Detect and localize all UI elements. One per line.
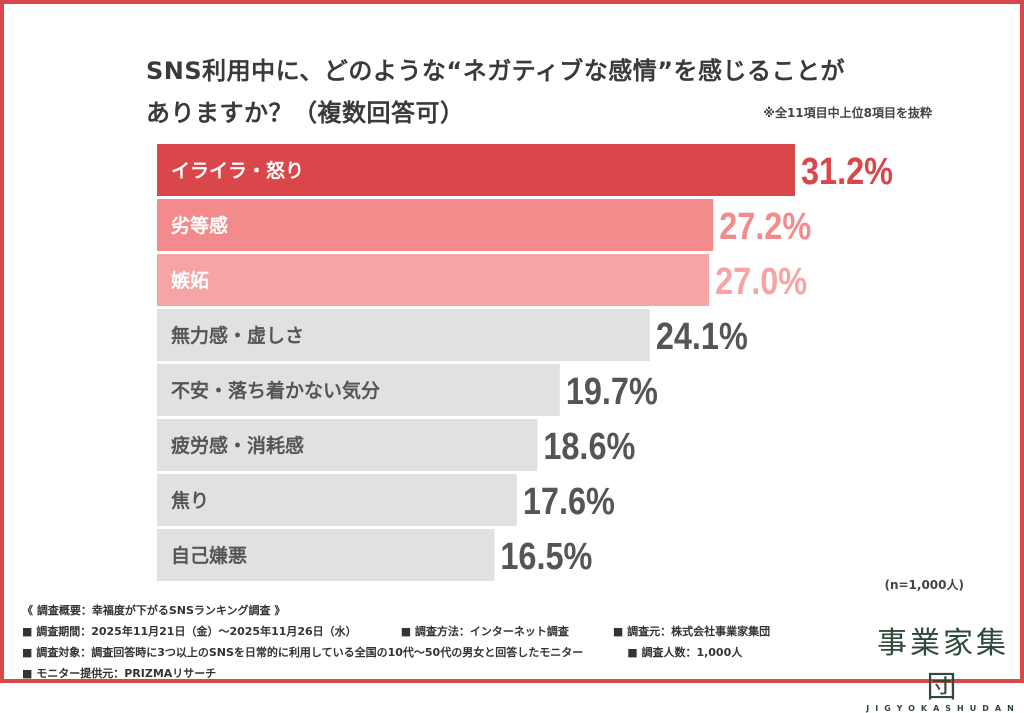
- category-label: 自己嫌悪: [171, 544, 247, 567]
- category-label: 無力感・虚しさ: [171, 324, 304, 347]
- category-label: 不安・落ち着かない気分: [171, 379, 380, 402]
- title-line-2: ありますか？（複数回答可）: [146, 99, 465, 127]
- bar-chart: イライラ・怒り 31.2% 劣等感 27.2% 嫉妬 27.0% 無力感・虚しさ 24.1% 不…: [157, 144, 893, 581]
- bar: [157, 309, 650, 361]
- title-line-1: SNS利用中に、どのような“ネガティブな感情”を感じることが: [146, 57, 846, 85]
- company-logo: 事業家集団 JIGYOKASHUDAN: [862, 618, 1024, 713]
- value-label: 19.7%: [566, 371, 658, 413]
- survey-target: ■ 調査対象：調査回答時に3つ以上のSNSを日常的に利用している全国の10代～5…: [22, 646, 584, 659]
- survey-heading: 《 調査概要：幸福度が下がるSNSランキング調査 》: [22, 604, 286, 617]
- category-label: 嫉妬: [171, 269, 209, 292]
- survey-method: ■ 調査方法：インターネット調査: [400, 625, 569, 638]
- logo-kanji: 事業家集団: [877, 626, 1009, 705]
- bar: [157, 474, 517, 526]
- bar: [157, 529, 495, 581]
- value-label: 27.2%: [719, 206, 811, 248]
- chart-note: ※全11項目中上位8項目を抜粋: [763, 106, 932, 120]
- survey-count: ■ 調査人数：1,000人: [627, 646, 743, 659]
- category-label: 劣等感: [171, 214, 228, 237]
- logo-roman: JIGYOKASHUDAN: [866, 704, 1020, 713]
- survey-period: ■ 調査期間：2025年11月21日（金）～2025年11月26日（水）: [22, 625, 357, 638]
- category-label: イライラ・怒り: [171, 159, 304, 182]
- value-label: 24.1%: [656, 316, 748, 358]
- bar: [157, 199, 714, 251]
- category-label: 疲労感・消耗感: [171, 434, 304, 457]
- survey-source: ■ 調査元：株式会社事業家集団: [612, 625, 771, 638]
- bar: [157, 254, 710, 306]
- bar: [157, 364, 560, 416]
- value-label: 16.5%: [500, 536, 592, 578]
- bar: [157, 144, 795, 196]
- value-label: 18.6%: [543, 426, 635, 468]
- value-label: 31.2%: [801, 151, 893, 193]
- frame-border: [0, 0, 1024, 683]
- survey-summary: 《 調査概要：幸福度が下がるSNSランキング調査 》 ■ 調査期間：2025年1…: [22, 600, 814, 684]
- category-label: 焦り: [170, 489, 209, 512]
- chart-title: SNS利用中に、どのような“ネガティブな感情”を感じることが ありますか？（複数…: [146, 50, 845, 134]
- bar: [157, 419, 538, 471]
- sample-size: (n=1,000人): [884, 578, 964, 592]
- value-label: 17.6%: [523, 481, 615, 523]
- value-label: 27.0%: [715, 261, 807, 303]
- survey-provider: ■ モニター提供元：PRIZMAリサーチ: [22, 667, 217, 680]
